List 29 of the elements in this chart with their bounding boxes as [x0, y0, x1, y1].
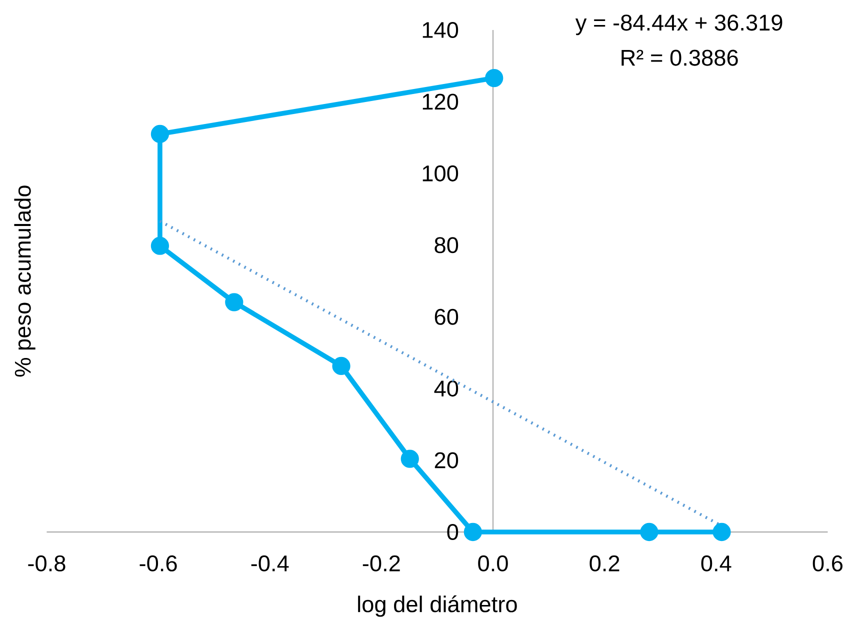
annotation: R² = 0.3886: [622, 50, 738, 66]
y-tick-label: 20: [434, 452, 458, 468]
point: [640, 522, 658, 542]
point: [464, 522, 482, 542]
point: [712, 522, 731, 542]
x-tick-label: -0.6: [140, 555, 177, 572]
x-axis-title: log del diámetro: [358, 595, 517, 617]
point: [225, 293, 244, 312]
point: [150, 236, 170, 255]
x-tick-label: 0.0: [478, 555, 508, 572]
point: [485, 68, 504, 88]
x-tick-label: -0.4: [251, 555, 289, 572]
x-tick-label: -0.8: [28, 555, 66, 572]
x-tick-label: -0.2: [362, 555, 400, 572]
y-tick-label: 40: [434, 380, 458, 397]
point: [400, 450, 419, 468]
annotation: y = -84.44x + 36.319: [575, 14, 782, 36]
y-tick-label: 140: [422, 22, 458, 38]
x-tick-label: 0.6: [812, 555, 842, 572]
y-tick-label: 120: [422, 94, 458, 110]
y-tick-label: 60: [434, 308, 458, 325]
x-tick-label: 0.2: [590, 555, 620, 572]
x-tick-label: 0.4: [701, 555, 732, 572]
point: [150, 124, 170, 144]
y-tick-label: 0: [447, 524, 458, 540]
y-axis-title: % peso acumulado: [14, 186, 36, 377]
y-tick-label: 80: [434, 237, 458, 254]
point: [332, 356, 350, 376]
y-tick-label: 100: [422, 165, 458, 182]
